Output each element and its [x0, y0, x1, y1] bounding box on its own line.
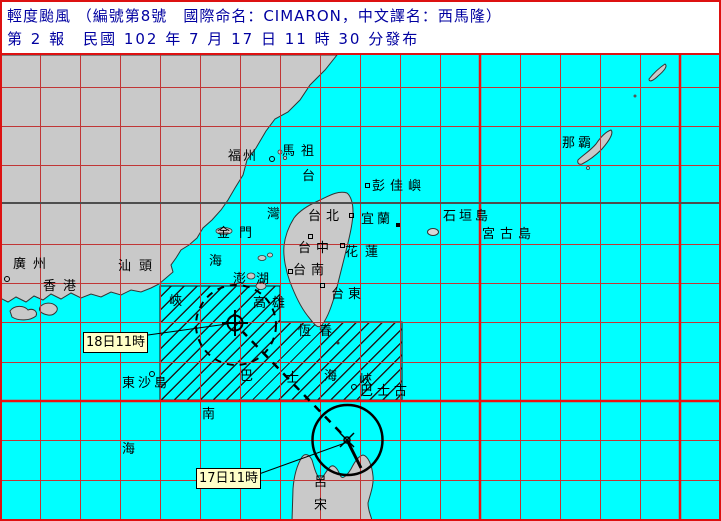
penghu-island: [246, 272, 256, 280]
pearl-delta-island: [9, 305, 37, 321]
current-callout-pointer: [258, 442, 346, 475]
forecast-callout-pointer: [147, 323, 228, 336]
ishigaki-island: [427, 228, 439, 236]
latitude-gridlines: [0, 87, 721, 520]
map-label-luzon: 呂宋: [314, 475, 328, 513]
map-label-dongsha: 東沙島: [122, 376, 171, 391]
map-label-fuzhou: 福州: [228, 149, 259, 164]
map-graphics-layer: [0, 55, 721, 521]
yilan-marker: [396, 223, 400, 227]
bulletin-header: 輕度颱風 （編號第8號 國際命名：CIMARON，中文譯名：西馬隆） 第 2 報…: [0, 0, 721, 55]
past-track-line: [345, 439, 363, 469]
map-label-pengjiayu: 彭佳嶼: [372, 179, 427, 194]
map-label-strait-wan: 灣: [267, 207, 281, 222]
map-label-naha: 那霸: [562, 136, 595, 151]
current-time-callout: 17日11時: [196, 468, 261, 489]
map-label-kaohsiung: 高雄: [253, 296, 292, 311]
dongsha-marker: [149, 371, 155, 377]
okinawa-island: [577, 129, 613, 165]
map-label-southchinasea-hai: 海: [122, 442, 136, 457]
guangzhou-city-marker: [4, 276, 10, 282]
longitude-gridlines: [40, 55, 641, 521]
matsu-islet: [282, 156, 287, 161]
map-label-basco: 巴士古: [360, 384, 412, 399]
kinmen-island: [215, 227, 233, 235]
issue-time-line: 第 2 報 民國 102 年 7 月 17 日 11 時 30 分發布: [7, 30, 420, 48]
map-label-southchinasea-nan: 南: [202, 407, 216, 422]
storm-title-line: 輕度颱風 （編號第8號 國際命名：CIMARON，中文譯名：西馬隆）: [7, 7, 502, 25]
map-label-bashi-hai: 海: [324, 369, 338, 384]
tainan-city-marker: [288, 269, 293, 274]
map-label-ishigaki: 石垣島: [443, 209, 492, 224]
map-label-bashi-xia: 峽: [359, 373, 373, 388]
map-label-yilan: 宜蘭: [361, 212, 394, 227]
map-label-hengchun: 恆春: [298, 324, 341, 339]
forecast-time-callout: 18日11時: [83, 332, 148, 353]
okinawa-islet: [586, 166, 590, 170]
map-label-penghu: 澎湖: [233, 272, 280, 287]
map-label-taipei: 台北: [308, 209, 345, 224]
taipei-city-marker: [349, 213, 354, 218]
current-center-dot: [343, 436, 351, 444]
hongkong-island: [39, 302, 58, 316]
map-label-strait-hai: 海: [209, 254, 223, 269]
amami-island: [648, 63, 667, 82]
map-label-miyako: 宮古島: [482, 227, 537, 242]
forecast-probability-circle: [195, 284, 277, 366]
map-label-guangzhou: 廣州: [13, 257, 54, 272]
penghu-island: [267, 252, 273, 258]
china-mainland-landmass: [0, 55, 338, 303]
map-label-hongkong: 香港: [43, 279, 84, 294]
map-label-mazu: 馬祖: [282, 144, 321, 159]
basco-marker: [351, 384, 357, 390]
map-label-bashi-shi: 士: [286, 371, 300, 386]
taichung-city-marker: [308, 234, 313, 239]
taitung-city-marker: [320, 283, 325, 288]
map-label-taitung: 台東: [331, 287, 366, 302]
penghu-island: [255, 282, 267, 290]
map-label-shantou: 汕頭: [118, 259, 161, 274]
map-label-taichung: 台中: [298, 241, 335, 256]
current-position-x-marker: [339, 432, 355, 448]
map-label-tainan: 台南: [293, 263, 330, 278]
map-label-strait-tai: 台: [302, 169, 316, 184]
map-label-strait-xia: 峽: [169, 294, 183, 309]
taiwan-landmass: [283, 191, 354, 328]
map-label-kinmen: 金門: [217, 226, 262, 241]
fuzhou-city-marker: [269, 156, 275, 162]
map-label-hualien: 花蓮: [345, 245, 386, 260]
storm-wind-radius-circle: [311, 403, 384, 477]
typhoon-track-map: 福州 馬祖 台 灣 海 峽 彭佳嶼 台北 宜蘭 金門 台中 花蓮 台南 台東 澎…: [0, 55, 721, 521]
map-label-bashi-ba: 巴: [240, 369, 254, 384]
hualien-city-marker: [340, 243, 345, 248]
penghu-island: [257, 255, 267, 261]
lanyu-islet: [336, 341, 340, 345]
pengjiayu-marker: [365, 183, 370, 188]
small-islet: [633, 94, 637, 98]
